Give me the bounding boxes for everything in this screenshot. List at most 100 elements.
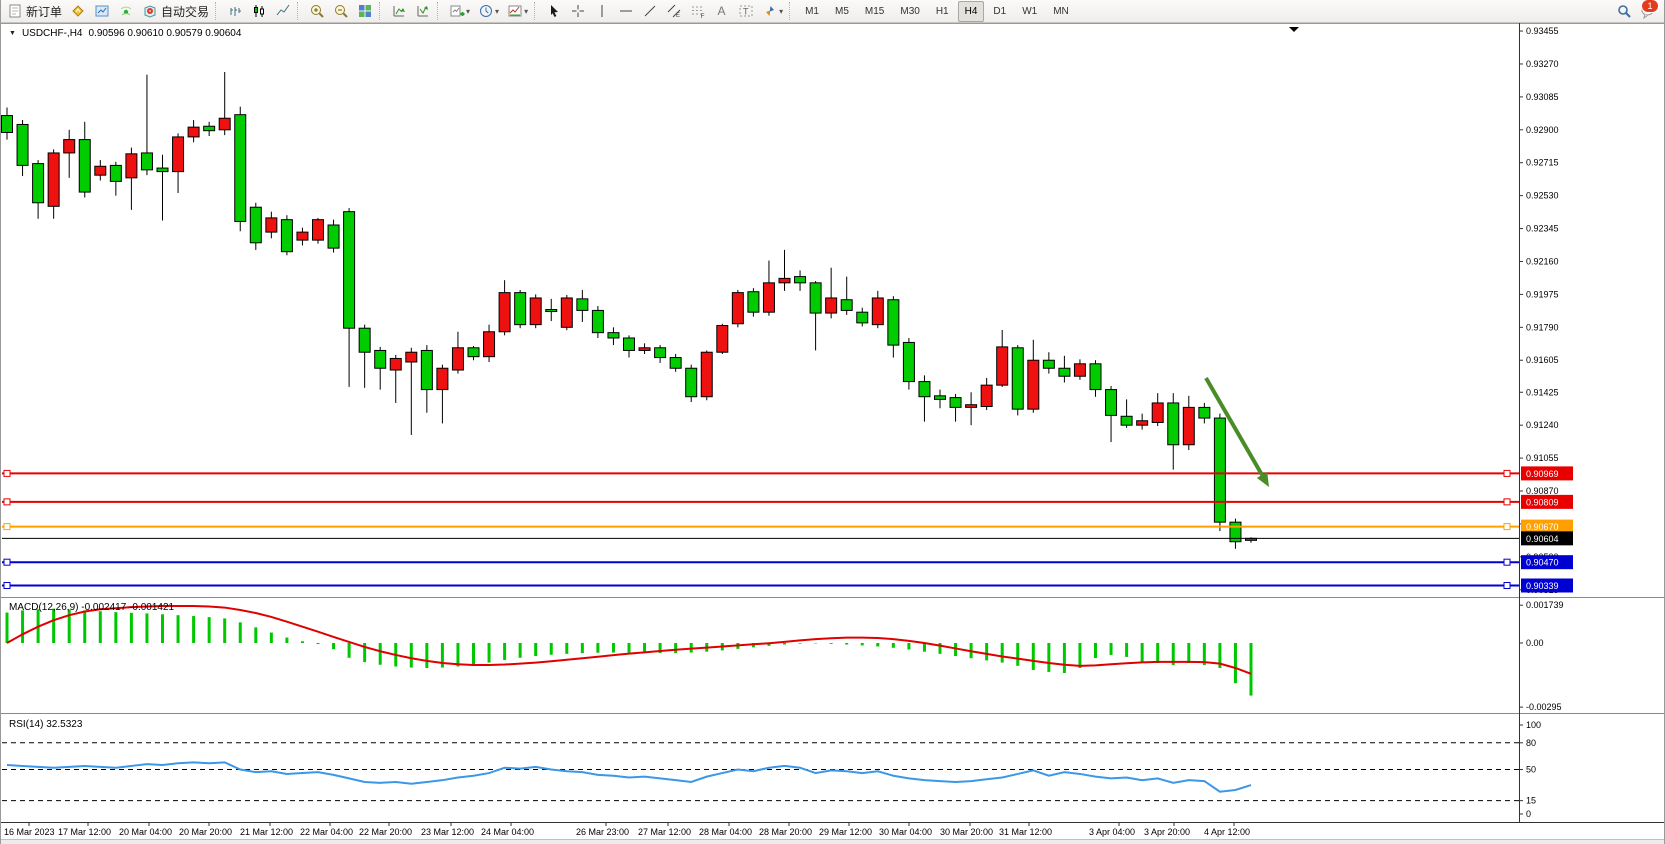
line-handle[interactable]	[3, 498, 11, 506]
template-icon	[507, 3, 523, 19]
toolbar-separator	[379, 2, 385, 20]
chevron-down-icon[interactable]: ▾	[466, 6, 471, 16]
tab-timeframe-W1[interactable]: W1	[1022, 5, 1038, 17]
line-handle[interactable]	[3, 558, 11, 566]
svg-text:0.90339: 0.90339	[1526, 581, 1559, 591]
tab-timeframe-D1[interactable]: D1	[993, 5, 1007, 17]
tab-timeframe-H1[interactable]: H1	[935, 5, 949, 17]
svg-text:A: A	[718, 4, 726, 18]
hline-icon	[618, 3, 634, 19]
zoom-out-button[interactable]	[329, 0, 353, 22]
arrange-shift-icon	[415, 3, 431, 19]
line-chart-button[interactable]	[271, 0, 295, 22]
svg-text:T: T	[743, 7, 749, 17]
line-handle[interactable]	[1503, 469, 1511, 477]
signals-icon	[118, 3, 134, 19]
channel-icon: E	[666, 3, 682, 19]
label-button[interactable]: T	[734, 0, 758, 22]
zoom-in-button[interactable]	[305, 0, 329, 22]
bar-chart-button[interactable]	[223, 0, 247, 22]
line-handle[interactable]	[1503, 558, 1511, 566]
chart-shift-marker[interactable]	[1289, 27, 1299, 32]
svg-text:0.91240: 0.91240	[1526, 420, 1559, 430]
line-handle[interactable]	[3, 581, 11, 589]
horizontal-lines-layer[interactable]	[2, 469, 1519, 589]
chevron-down-icon[interactable]: ▾	[495, 6, 500, 16]
template-button[interactable]: ▾	[503, 0, 532, 22]
line-chart-icon	[275, 3, 291, 19]
gold-button[interactable]	[66, 0, 90, 22]
new-chart-button[interactable]: ▾	[445, 0, 474, 22]
hline-button[interactable]	[614, 0, 638, 22]
chevron-down-icon[interactable]: ▾	[779, 6, 784, 16]
cursor-icon	[546, 3, 562, 19]
tab-timeframe-M30[interactable]: M30	[900, 5, 920, 17]
arrow-annotation[interactable]	[1204, 376, 1269, 487]
trendline-button[interactable]	[638, 0, 662, 22]
vline-button[interactable]	[590, 0, 614, 22]
svg-text:0.90870: 0.90870	[1526, 486, 1559, 496]
line-handle[interactable]	[1503, 523, 1511, 531]
svg-text:4 Apr 12:00: 4 Apr 12:00	[1204, 827, 1250, 837]
candlestick-chart-button[interactable]	[247, 0, 271, 22]
chevron-down-icon[interactable]: ▼	[9, 30, 16, 37]
chevron-down-icon[interactable]: ▾	[524, 6, 529, 16]
svg-text:0.90604: 0.90604	[1526, 534, 1559, 544]
svg-text:E: E	[676, 13, 680, 19]
svg-text:0.92900: 0.92900	[1526, 125, 1559, 135]
line-handle[interactable]	[3, 523, 11, 531]
bar-chart-icon	[227, 3, 243, 19]
chart-window[interactable]: ▼ USDCHF-,H4 0.90596 0.90610 0.90579 0.9…	[1, 23, 1665, 844]
fibonacci-button[interactable]: F	[686, 0, 710, 22]
tab-timeframe-M15[interactable]: M15	[864, 5, 885, 17]
candles-layer	[1, 71, 1257, 549]
charts-window-button[interactable]	[90, 0, 114, 22]
tab-timeframe-MN[interactable]: MN	[1053, 5, 1069, 17]
fibonacci-icon: F	[690, 3, 706, 19]
new-order-button[interactable]: 新订单	[3, 0, 66, 22]
autotrade-icon	[142, 3, 158, 19]
tab-timeframe-H4[interactable]: H4	[957, 0, 985, 22]
toolbar-separator	[215, 2, 221, 20]
chart-ohlc-values: 0.90596 0.90610 0.90579 0.90604	[88, 28, 242, 39]
text-button[interactable]: A	[710, 0, 734, 22]
arrange-shift-button[interactable]	[411, 0, 435, 22]
svg-text:0.91055: 0.91055	[1526, 453, 1559, 463]
notifications-button[interactable]: 1	[1636, 0, 1660, 22]
tab-timeframe-M1[interactable]: M1	[805, 5, 819, 17]
label-icon: T	[738, 3, 754, 19]
macd-axis: 0.001739 0.00 -0.00295	[1519, 600, 1564, 712]
macd-signal-line	[6, 605, 1252, 675]
channel-button[interactable]: E	[662, 0, 686, 22]
line-handle[interactable]	[1503, 498, 1511, 506]
svg-text:23 Mar 12:00: 23 Mar 12:00	[421, 827, 474, 837]
svg-text:0.93085: 0.93085	[1526, 92, 1559, 102]
period-button[interactable]: ▾	[474, 0, 503, 22]
svg-text:0.00: 0.00	[1526, 638, 1544, 648]
svg-text:22 Mar 04:00: 22 Mar 04:00	[300, 827, 353, 837]
price-badges: 0.90969 0.90809 0.90670 0.90470 0.90339 0.906…	[1521, 466, 1573, 593]
autotrade-button[interactable]: 自动交易	[138, 0, 213, 22]
cursor-button[interactable]	[542, 0, 566, 22]
tile-windows-button[interactable]	[353, 0, 377, 22]
line-handle[interactable]	[3, 469, 11, 477]
crosshair-button[interactable]	[566, 0, 590, 22]
chart-canvas[interactable]: 0.93455 0.93270 0.93085 0.92900 0.92715 0.925…	[1, 23, 1665, 844]
svg-text:29 Mar 12:00: 29 Mar 12:00	[819, 827, 872, 837]
search-button[interactable]	[1612, 0, 1636, 22]
svg-text:0.90809: 0.90809	[1526, 497, 1559, 507]
svg-text:3 Apr 04:00: 3 Apr 04:00	[1089, 827, 1135, 837]
svg-text:80: 80	[1526, 738, 1536, 748]
signals-button[interactable]	[114, 0, 138, 22]
arrows-button[interactable]: ▾	[758, 0, 787, 22]
arrows-icon	[762, 3, 778, 19]
chart-title: ▼ USDCHF-,H4 0.90596 0.90610 0.90579 0.9…	[9, 28, 241, 39]
svg-text:20 Mar 20:00: 20 Mar 20:00	[179, 827, 232, 837]
line-handle[interactable]	[1503, 581, 1511, 589]
svg-text:-0.00295: -0.00295	[1526, 702, 1562, 712]
toolbar-separator	[534, 2, 540, 20]
arrange-track-button[interactable]	[387, 0, 411, 22]
tab-timeframe-M5[interactable]: M5	[835, 5, 849, 17]
chart-plot-area[interactable]	[2, 25, 1519, 597]
svg-text:24 Mar 04:00: 24 Mar 04:00	[481, 827, 534, 837]
